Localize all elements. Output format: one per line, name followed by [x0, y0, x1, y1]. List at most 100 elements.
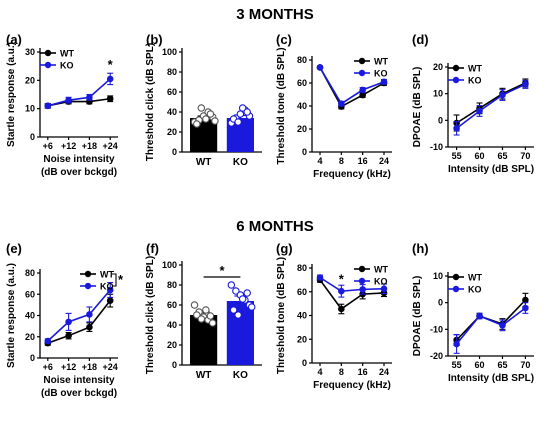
series-line-ko — [47, 78, 111, 107]
data-point-wt — [359, 91, 366, 99]
x-axis-label-2: (dB over bckgd) — [41, 388, 117, 399]
y-tick-label: -20 — [430, 351, 443, 361]
data-point-ko — [380, 78, 388, 86]
data-point — [227, 281, 236, 289]
y-tick-label: 20 — [433, 62, 443, 72]
x-axis-label: Noise intensity — [43, 154, 115, 165]
y-tick-label: 40 — [297, 101, 307, 111]
y-tick-label: 10 — [25, 104, 35, 114]
legend-label: WT — [60, 49, 74, 59]
data-point-ko — [65, 96, 72, 104]
x-tick-label: +6 — [43, 141, 53, 151]
panel-letter: (g) — [276, 241, 293, 256]
x-axis-label: Noise intensity — [43, 375, 115, 386]
data-point — [193, 120, 201, 128]
x-tick-label: +12 — [61, 141, 76, 151]
x-tick-label: 24 — [379, 156, 389, 166]
data-point — [247, 303, 256, 311]
legend-swatch-marker — [452, 273, 460, 281]
data-point — [232, 287, 240, 295]
x-tick-label: 65 — [497, 360, 507, 370]
series-line-wt — [319, 279, 385, 311]
y-tick-label: 100 — [162, 260, 177, 270]
panel-letter: (b) — [146, 32, 163, 47]
panel-letter: (c) — [276, 32, 292, 47]
x-tick-label: 65 — [497, 151, 507, 161]
y-tick-label: 20 — [25, 332, 35, 342]
y-tick-label: 0 — [302, 358, 307, 368]
y-tick-label: 40 — [167, 107, 177, 117]
section-title-6-months: 6 MONTHS — [236, 218, 314, 235]
y-tick-label: 60 — [297, 287, 307, 297]
panel-letter: (h) — [412, 241, 429, 256]
significance-marker: * — [108, 57, 114, 72]
data-point — [234, 311, 242, 319]
legend-swatch-marker — [44, 61, 52, 69]
data-point-ko — [359, 286, 366, 293]
data-point — [206, 312, 215, 320]
data-point — [211, 117, 219, 125]
x-tick-label: 24 — [379, 367, 389, 377]
series-line-ko — [319, 67, 385, 105]
legend-label: WT — [374, 57, 388, 67]
section-title-3-months: 3 MONTHS — [236, 6, 314, 23]
x-tick-label: 70 — [520, 360, 530, 370]
y-tick-label: 20 — [167, 340, 177, 350]
data-point-ko — [106, 75, 114, 83]
x-tick-label: 8 — [339, 367, 344, 377]
data-point-ko — [316, 64, 324, 71]
y-tick-label: 100 — [162, 47, 177, 57]
x-axis-label-2: (dB over bckgd) — [41, 167, 117, 178]
y-tick-label: 0 — [30, 132, 35, 142]
x-tick-label: +24 — [103, 141, 118, 151]
data-point-wt — [65, 332, 72, 339]
series-line-ko — [456, 83, 526, 129]
legend-swatch-marker — [452, 64, 460, 72]
y-tick-label: 10 — [433, 89, 443, 99]
data-point-wt — [338, 305, 345, 313]
chart-b: (b)Threshold click (dB SPL) 0 20 40 60 80 100 W… — [145, 32, 262, 168]
y-tick-label: 20 — [167, 127, 177, 137]
series-line-ko — [47, 289, 111, 342]
chart-h: (h) DPOAE (dB SPL) -20 -10 0 10 55 60 65 70 Intens… — [412, 241, 534, 384]
series-line-ko — [319, 276, 385, 292]
series-line-wt — [47, 300, 111, 344]
data-point-wt — [106, 95, 114, 103]
x-tick-label: WT — [196, 157, 212, 168]
panel-letter: (e) — [6, 241, 22, 256]
data-point-wt — [106, 297, 114, 304]
y-axis-label: Startle response (a.u.) — [6, 42, 17, 147]
data-point-ko — [86, 94, 93, 101]
legend-swatch-marker — [358, 69, 366, 77]
y-tick-label: 60 — [167, 87, 177, 97]
x-tick-label: 70 — [520, 151, 530, 161]
x-tick-label: +18 — [82, 141, 97, 151]
data-point-ko — [65, 318, 72, 326]
y-tick-label: 0 — [172, 147, 177, 157]
data-point — [190, 301, 199, 309]
x-tick-label: +18 — [82, 362, 97, 372]
x-tick-label: 60 — [475, 360, 485, 370]
legend-label: KO — [374, 277, 388, 287]
data-point-ko — [338, 100, 345, 107]
y-tick-label: 80 — [297, 55, 307, 65]
data-point-ko — [522, 304, 529, 312]
y-tick-label: 80 — [25, 268, 35, 278]
y-tick-label: -10 — [430, 324, 443, 334]
x-axis-label: Intensity (dB SPL) — [448, 373, 534, 384]
data-point — [202, 115, 210, 123]
chart-f: (f)Threshold click (dB SPL) 0 20 40 60 80 100 W… — [145, 241, 262, 381]
data-point-wt — [522, 296, 529, 304]
y-tick-label: 10 — [433, 271, 443, 281]
data-point-ko — [44, 337, 52, 345]
series-line-wt — [456, 82, 526, 124]
data-point — [243, 108, 251, 116]
legend-label: WT — [468, 64, 482, 74]
data-point-ko — [359, 86, 366, 94]
x-tick-label: KO — [233, 157, 248, 168]
y-tick-label: 0 — [302, 147, 307, 157]
legend-label: KO — [100, 282, 114, 292]
